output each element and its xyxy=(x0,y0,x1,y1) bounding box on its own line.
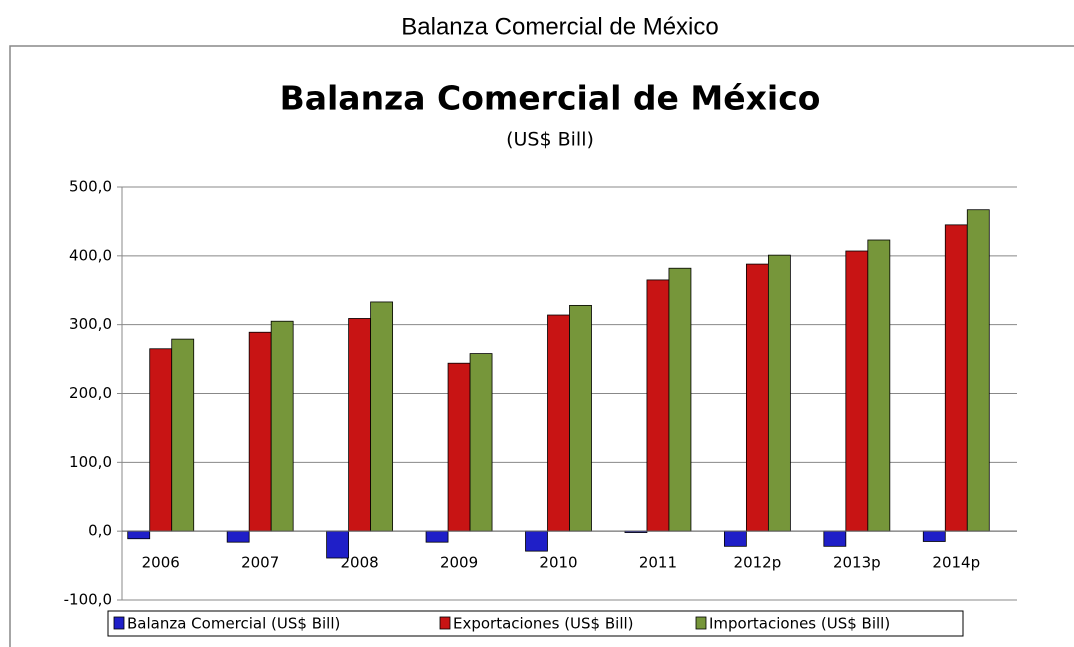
y-tick-label: 100,0 xyxy=(69,453,112,471)
bar xyxy=(525,530,548,552)
bar xyxy=(767,254,791,532)
bar xyxy=(646,279,670,532)
bar xyxy=(547,314,570,532)
bar xyxy=(668,267,692,532)
legend xyxy=(107,610,964,637)
x-tick-label: 2012p xyxy=(734,554,782,572)
bar xyxy=(171,338,195,532)
y-tick-label: 300,0 xyxy=(69,315,112,333)
legend-swatch xyxy=(113,616,125,630)
x-tick-label: 2009 xyxy=(440,554,478,572)
page-title: Balanza Comercial de México xyxy=(401,13,718,40)
legend-swatch xyxy=(439,616,451,630)
bar xyxy=(723,530,747,547)
y-tick-label: 400,0 xyxy=(69,246,112,264)
x-tick-label: 2014p xyxy=(932,554,980,572)
bar xyxy=(370,301,394,532)
bar xyxy=(469,353,493,532)
legend-label: Exportaciones (US$ Bill) xyxy=(453,615,634,633)
x-tick-label: 2006 xyxy=(142,554,180,572)
chart-title: Balanza Comercial de México xyxy=(280,79,821,118)
x-tick-label: 2013p xyxy=(833,554,881,572)
bar xyxy=(569,304,592,532)
x-tick-label: 2011 xyxy=(639,554,677,572)
y-tick-label: 200,0 xyxy=(69,384,112,402)
bar xyxy=(447,362,471,532)
bar xyxy=(149,348,173,532)
bar xyxy=(226,530,250,543)
bar xyxy=(823,530,847,547)
x-tick-label: 2007 xyxy=(241,554,279,572)
bar xyxy=(348,318,372,532)
bar xyxy=(248,331,272,532)
bar xyxy=(966,209,990,532)
bar xyxy=(745,263,769,532)
bar xyxy=(425,530,449,543)
y-tick-label: 0,0 xyxy=(88,522,112,540)
bar xyxy=(326,530,350,559)
bar xyxy=(845,250,869,532)
chart-border xyxy=(9,45,1074,647)
chart-subtitle: (US$ Bill) xyxy=(506,129,594,151)
x-tick-label: 2008 xyxy=(341,554,379,572)
legend-label: Balanza Comercial (US$ Bill) xyxy=(127,615,340,633)
bar xyxy=(922,530,946,542)
bar xyxy=(867,239,891,532)
bar xyxy=(127,530,151,540)
y-tick-label: 500,0 xyxy=(69,178,112,196)
bar xyxy=(270,320,294,532)
legend-label: Importaciones (US$ Bill) xyxy=(709,615,890,633)
y-tick-label: -100,0 xyxy=(64,591,112,609)
bar xyxy=(944,224,968,532)
legend-swatch xyxy=(695,616,707,630)
x-tick-label: 2010 xyxy=(539,554,577,572)
